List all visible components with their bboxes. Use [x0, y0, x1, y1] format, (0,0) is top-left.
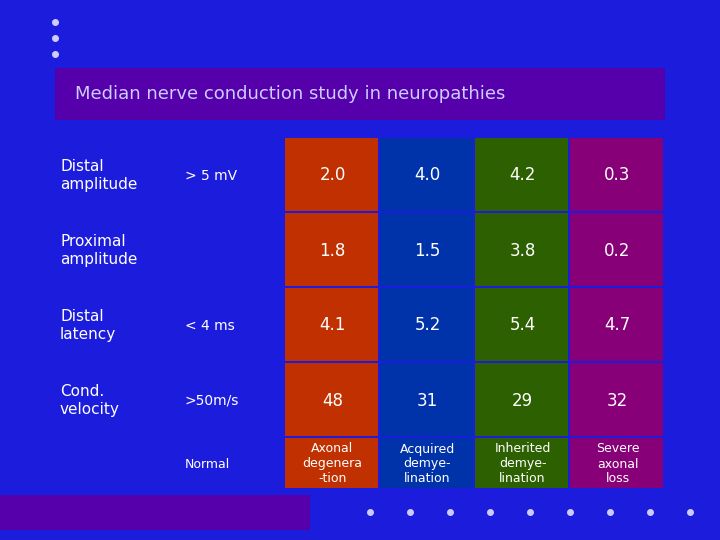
Text: 2.0: 2.0: [319, 166, 346, 185]
Bar: [475, 213, 568, 286]
Text: 0.3: 0.3: [604, 166, 631, 185]
Text: Normal: Normal: [185, 457, 230, 470]
Bar: [475, 138, 568, 211]
Bar: [475, 363, 568, 436]
Text: 5.2: 5.2: [414, 316, 441, 334]
Bar: [570, 213, 663, 286]
Text: Distal
latency: Distal latency: [60, 309, 116, 342]
Text: >50m/s: >50m/s: [185, 394, 239, 408]
Text: 29: 29: [512, 392, 533, 409]
Text: Proximal
amplitude: Proximal amplitude: [60, 234, 138, 267]
Bar: [380, 363, 473, 436]
Text: 3.8: 3.8: [509, 241, 536, 260]
Text: Distal
amplitude: Distal amplitude: [60, 159, 138, 192]
Bar: [285, 438, 378, 488]
Text: Median nerve conduction study in neuropathies: Median nerve conduction study in neuropa…: [75, 85, 505, 103]
Bar: [380, 288, 473, 361]
Text: Inherited
demye-
lination: Inherited demye- lination: [495, 442, 551, 485]
Text: 1.8: 1.8: [319, 241, 346, 260]
Text: 4.2: 4.2: [509, 166, 536, 185]
Bar: [285, 363, 378, 436]
Text: 0.2: 0.2: [604, 241, 631, 260]
Text: 5.4: 5.4: [509, 316, 536, 334]
Bar: [570, 138, 663, 211]
Bar: [380, 213, 473, 286]
Text: 31: 31: [417, 392, 438, 409]
Bar: [285, 288, 378, 361]
Bar: [570, 438, 663, 488]
Text: Severe
axonal
loss: Severe axonal loss: [595, 442, 639, 485]
Text: > 5 mV: > 5 mV: [185, 168, 237, 183]
Bar: [0, 495, 310, 530]
Bar: [285, 213, 378, 286]
Bar: [475, 438, 568, 488]
Bar: [380, 438, 473, 488]
Bar: [285, 138, 378, 211]
Text: 4.0: 4.0: [415, 166, 441, 185]
Text: 4.7: 4.7: [604, 316, 631, 334]
Text: < 4 ms: < 4 ms: [185, 319, 235, 333]
Bar: [570, 363, 663, 436]
Bar: [475, 288, 568, 361]
Text: Acquired
demye-
lination: Acquired demye- lination: [400, 442, 455, 485]
Text: Cond.
velocity: Cond. velocity: [60, 384, 120, 417]
Bar: [570, 288, 663, 361]
Text: 1.5: 1.5: [414, 241, 441, 260]
Text: 4.1: 4.1: [319, 316, 346, 334]
Text: 48: 48: [322, 392, 343, 409]
Text: Axonal
degenera
-tion: Axonal degenera -tion: [302, 442, 362, 485]
Bar: [55, 68, 665, 120]
Text: 32: 32: [607, 392, 628, 409]
Bar: [380, 138, 473, 211]
